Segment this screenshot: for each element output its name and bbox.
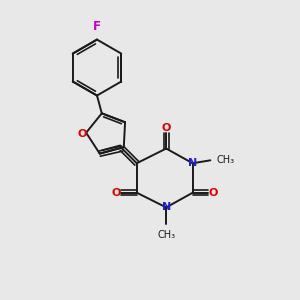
Text: CH₃: CH₃	[157, 230, 175, 239]
Text: N: N	[162, 202, 171, 212]
Text: O: O	[112, 188, 121, 198]
Text: N: N	[188, 158, 197, 168]
Text: O: O	[161, 123, 171, 133]
Text: O: O	[78, 129, 87, 139]
Text: O: O	[208, 188, 218, 198]
Text: F: F	[93, 20, 101, 33]
Text: CH₃: CH₃	[217, 155, 235, 165]
